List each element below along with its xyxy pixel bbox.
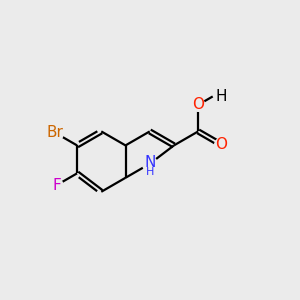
Circle shape bbox=[215, 138, 228, 151]
Circle shape bbox=[50, 179, 63, 192]
Text: F: F bbox=[52, 178, 61, 193]
Text: H: H bbox=[216, 89, 227, 104]
Text: N: N bbox=[144, 154, 155, 169]
Text: Br: Br bbox=[47, 125, 64, 140]
Text: O: O bbox=[215, 137, 227, 152]
Text: H: H bbox=[146, 167, 154, 177]
Circle shape bbox=[192, 98, 205, 111]
Circle shape bbox=[47, 124, 64, 141]
Circle shape bbox=[142, 156, 157, 171]
Text: O: O bbox=[192, 97, 204, 112]
